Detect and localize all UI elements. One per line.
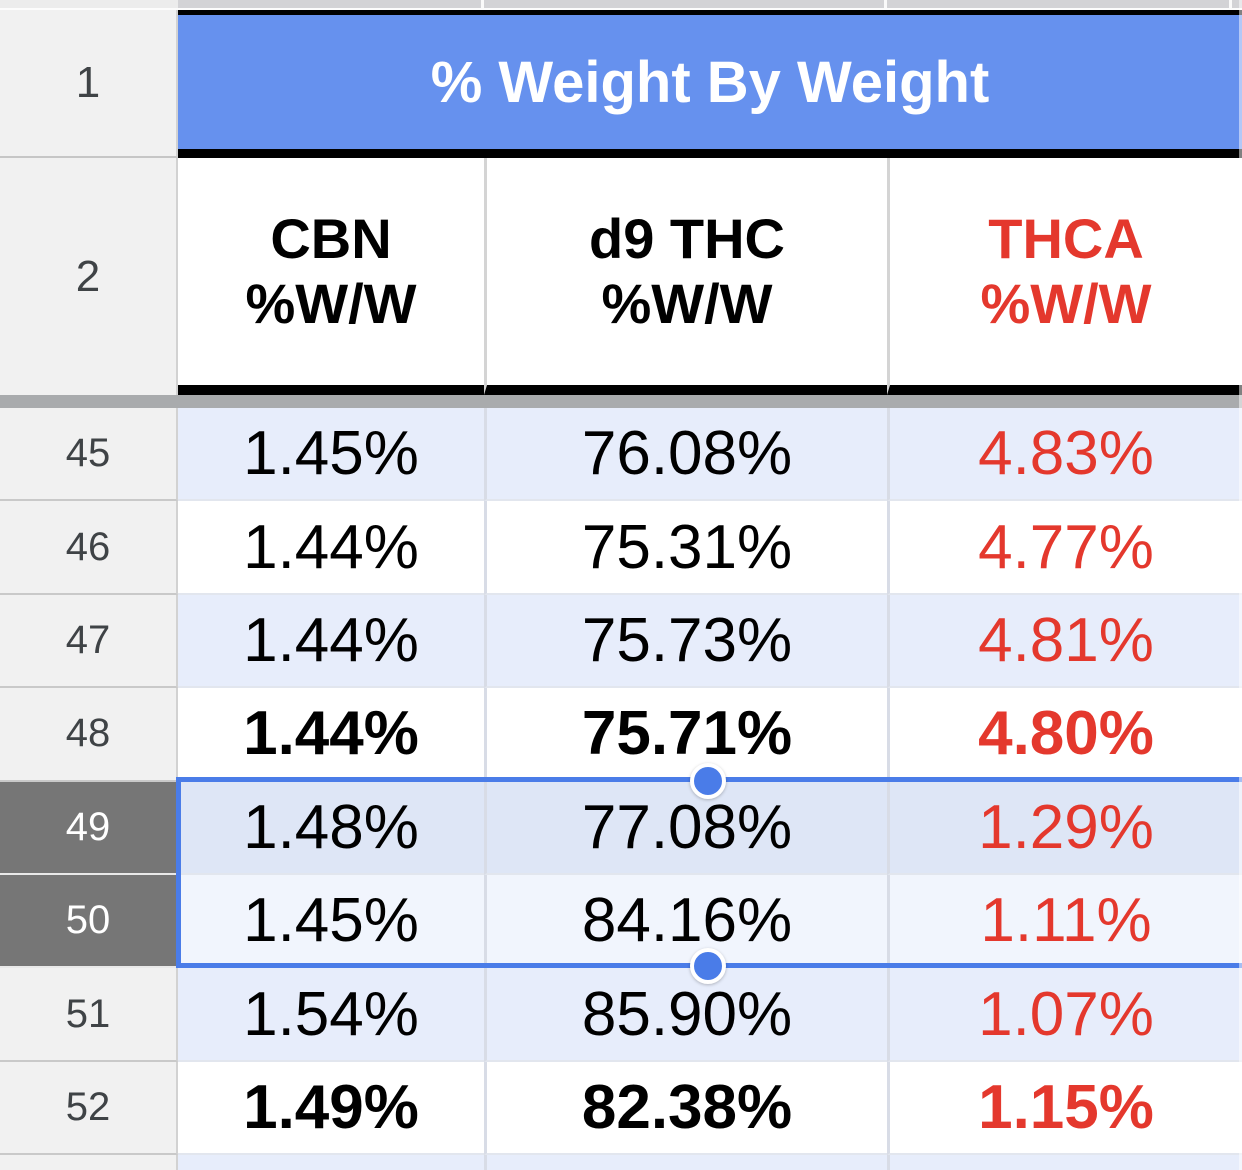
cell-52-thca[interactable]: 1.15% [887,1061,1242,1156]
row-header-1[interactable]: 1 [0,10,178,158]
header-cell-cbn[interactable]: CBN %W/W [178,158,484,395]
cell-51-d9thc[interactable]: 85.90% [484,968,887,1062]
cell-49-thca[interactable]: 1.29% [887,781,1242,875]
header-thca-line1: THCA [988,206,1144,270]
column-header-cbn[interactable] [178,0,481,8]
merged-title-cell[interactable]: % Weight By Weight [178,10,1242,158]
selection-handle-top[interactable] [690,763,726,799]
cell-46-cbn[interactable]: 1.44% [178,501,484,595]
cell-48-d9thc[interactable]: 75.71% [484,688,887,782]
row-header-45[interactable]: 45 [0,408,178,502]
row-header-46[interactable]: 46 [0,501,178,595]
column-divider [1229,0,1232,8]
cell-50-d9thc[interactable]: 84.16% [484,874,887,969]
cell-52-cbn[interactable]: 1.49% [178,1061,484,1156]
cell-45-thca[interactable]: 4.83% [887,408,1242,502]
selection-handle-bottom[interactable] [690,948,726,984]
cell-48-cbn[interactable]: 1.44% [178,688,484,782]
table-row-47: 47 1.44% 75.73% 4.81% [0,594,1242,689]
column-headers-partial [0,0,1242,10]
table-row-52: 52 1.49% 82.38% 1.15% [0,1061,1242,1156]
cell-45-d9thc[interactable]: 76.08% [484,408,887,502]
row-header-2[interactable]: 2 [0,158,178,395]
row-header-50[interactable]: 50 [0,874,178,969]
cell-45-cbn[interactable]: 1.45% [178,408,484,502]
header-cell-d9thc[interactable]: d9 THC %W/W [484,158,887,395]
data-rows: 45 1.45% 76.08% 4.83% 46 1.44% 75.31% 4.77% 47 1.… [0,408,1242,1156]
header-d9thc-line2: %W/W [601,271,773,335]
cell-47-cbn[interactable]: 1.44% [178,594,484,689]
frozen-rows-divider [0,395,1242,408]
cell-51-thca[interactable]: 1.07% [887,968,1242,1062]
header-cbn-line2: %W/W [245,271,417,335]
table-row-51: 51 1.54% 85.90% 1.07% [0,968,1242,1062]
row-header-53-partial[interactable] [0,1155,178,1170]
title-row: 1 % Weight By Weight [0,10,1242,158]
cell-53-cbn-partial[interactable] [178,1155,484,1170]
row-header-48[interactable]: 48 [0,688,178,782]
table-row-49: 49 1.48% 77.08% 1.29% [0,781,1242,875]
row-header-49[interactable]: 49 [0,781,178,875]
row-header-51[interactable]: 51 [0,968,178,1062]
cell-46-thca[interactable]: 4.77% [887,501,1242,595]
column-header-thca[interactable] [887,0,1229,8]
cell-50-cbn[interactable]: 1.45% [178,874,484,969]
cell-53-thca-partial[interactable] [887,1155,1242,1170]
column-header-d9thc[interactable] [484,0,884,8]
column-divider [481,0,484,8]
table-row-50: 50 1.45% 84.16% 1.11% [0,874,1242,969]
cell-49-cbn[interactable]: 1.48% [178,781,484,875]
cell-47-d9thc[interactable]: 75.73% [484,594,887,689]
cell-51-cbn[interactable]: 1.54% [178,968,484,1062]
table-row-45: 45 1.45% 76.08% 4.83% [0,408,1242,502]
select-all-corner[interactable] [0,0,178,8]
cell-50-thca[interactable]: 1.11% [887,874,1242,969]
cell-48-thca[interactable]: 4.80% [887,688,1242,782]
header-thca-line2: %W/W [980,271,1152,335]
cell-47-thca[interactable]: 4.81% [887,594,1242,689]
cell-46-d9thc[interactable]: 75.31% [484,501,887,595]
header-cbn-line1: CBN [270,206,392,270]
column-divider [884,0,887,8]
row-header-47[interactable]: 47 [0,594,178,689]
cell-53-d9thc-partial[interactable] [484,1155,887,1170]
table-row-46: 46 1.44% 75.31% 4.77% [0,501,1242,595]
cell-52-d9thc[interactable]: 82.38% [484,1061,887,1156]
row-header-52[interactable]: 52 [0,1061,178,1156]
cell-49-d9thc[interactable]: 77.08% [484,781,887,875]
column-header-next[interactable] [1232,0,1242,8]
header-cell-thca[interactable]: THCA %W/W [887,158,1242,395]
column-label-row: 2 CBN %W/W d9 THC %W/W THCA %W/W [0,158,1242,395]
table-row-48: 48 1.44% 75.71% 4.80% [0,688,1242,782]
header-d9thc-line1: d9 THC [589,206,785,270]
next-row-partial [0,1155,1242,1170]
